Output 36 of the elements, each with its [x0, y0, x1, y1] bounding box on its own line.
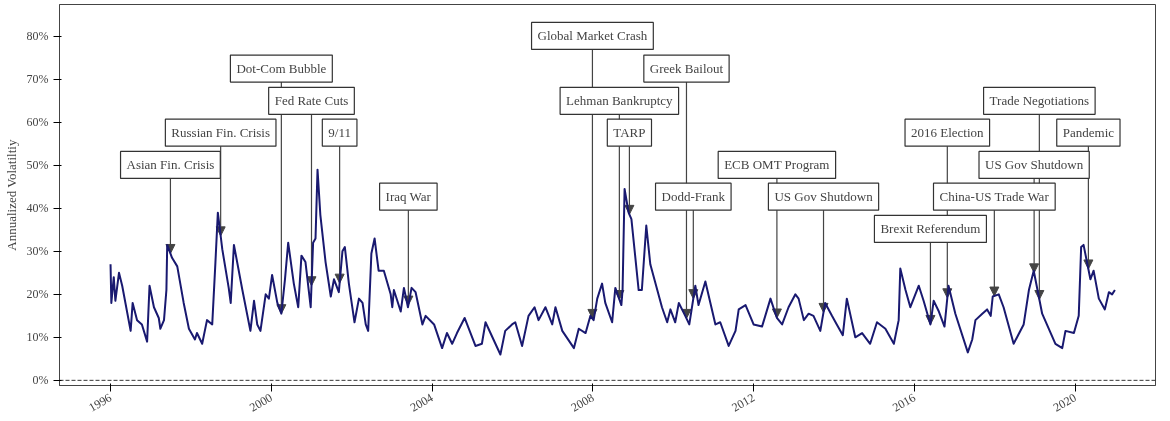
y-tick-label: 80% [26, 29, 49, 44]
annotation: Greek Bailout [649, 61, 724, 77]
y-tick-label: 20% [26, 287, 49, 302]
y-tick-label: 50% [26, 158, 49, 173]
y-tick-label: 40% [26, 201, 49, 216]
annotation: 2016 Election [911, 125, 985, 141]
x-tick-label: 2000 [247, 390, 275, 415]
x-tick-label: 2008 [568, 390, 597, 415]
y-tick-label: 30% [26, 244, 49, 259]
annotation: 9/11 [328, 125, 351, 141]
annotation: Lehman Bankruptcy [566, 93, 674, 109]
annotation: Russian Fin. Crisis [171, 125, 270, 141]
y-tick-label: 10% [26, 330, 49, 345]
y-tick-label: 0% [32, 373, 49, 388]
annotation: Dot-Com Bubble [236, 61, 327, 77]
annotation: Brexit Referendum [880, 221, 981, 237]
y-tick-label: 60% [26, 115, 49, 130]
x-tick-label: 2016 [890, 390, 918, 415]
annotation: TARP [613, 125, 646, 141]
y-axis-title: Annualized Volatiltiy [3, 139, 19, 251]
annotation: China-US Trade War [939, 189, 1050, 205]
annotation: Pandemic [1062, 125, 1115, 141]
annotation: Asian Fin. Crisis [126, 157, 215, 173]
x-tick-label: 1996 [86, 390, 115, 415]
annotation: US Gov Shutdown [774, 189, 874, 205]
x-tick-label: 2004 [407, 390, 436, 415]
y-tick-label: 70% [26, 72, 49, 87]
annotation: Global Market Crash [537, 28, 648, 44]
annotation: Fed Rate Cuts [274, 93, 349, 109]
annotation: Iraq War [385, 189, 432, 205]
annotation: Dodd-Frank [661, 189, 726, 205]
annotation: ECB OMT Program [724, 157, 830, 173]
x-tick-label: 2020 [1050, 390, 1079, 415]
annotation: Trade Negotiations [989, 93, 1090, 109]
x-tick-label: 2012 [729, 390, 758, 415]
annotation: US Gov Shutdown [985, 157, 1084, 173]
